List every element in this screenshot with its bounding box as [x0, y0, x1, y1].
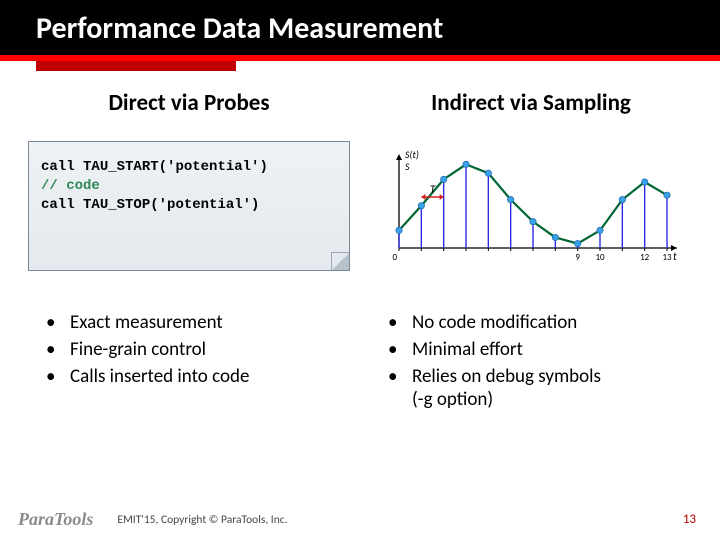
- footer-logo: ParaTools: [18, 509, 93, 530]
- list-item: Calls inserted into code: [46, 365, 350, 388]
- page-number: 13: [683, 512, 696, 527]
- right-bullets: No code modification Minimal effort Reli…: [370, 311, 692, 411]
- svg-text:12: 12: [640, 252, 650, 263]
- code-line-3: call TAU_STOP('potential'): [41, 196, 337, 215]
- list-item: Relies on debug symbols (-g option): [388, 365, 692, 411]
- sampling-chart: T9101213tS(t)S0: [370, 141, 692, 271]
- list-item: Exact measurement: [46, 311, 350, 334]
- folded-corner-icon: [331, 252, 349, 270]
- svg-text:10: 10: [595, 252, 605, 263]
- footer: ParaTools EMIT'15, Copyright © ParaTools…: [0, 509, 720, 530]
- svg-text:t: t: [673, 250, 677, 263]
- list-item: Fine-grain control: [46, 338, 350, 361]
- code-line-2: // code: [41, 177, 337, 196]
- chart-svg: T9101213tS(t)S0: [381, 146, 681, 266]
- left-bullets: Exact measurement Fine-grain control Cal…: [28, 311, 350, 388]
- content-columns: Direct via Probes call TAU_START('potent…: [0, 71, 720, 415]
- slide-title: Performance Data Measurement: [0, 0, 720, 55]
- list-item: Minimal effort: [388, 338, 692, 361]
- code-box: call TAU_START('potential') // code call…: [28, 141, 350, 271]
- list-item: No code modification: [388, 311, 692, 334]
- svg-text:9: 9: [575, 252, 580, 263]
- svg-text:0: 0: [392, 252, 397, 263]
- svg-text:S: S: [405, 160, 410, 173]
- code-line-1: call TAU_START('potential'): [41, 158, 337, 177]
- svg-text:13: 13: [662, 252, 672, 263]
- right-column: Indirect via Sampling T9101213tS(t)S0 No…: [370, 89, 692, 415]
- footer-copyright: EMIT'15, Copyright © ParaTools, Inc.: [117, 513, 682, 527]
- right-heading: Indirect via Sampling: [370, 89, 692, 117]
- left-heading: Direct via Probes: [28, 89, 350, 117]
- svg-text:T: T: [430, 183, 436, 196]
- left-column: Direct via Probes call TAU_START('potent…: [28, 89, 350, 415]
- title-text: Performance Data Measurement: [36, 10, 443, 47]
- sub-red-bar: [36, 61, 236, 71]
